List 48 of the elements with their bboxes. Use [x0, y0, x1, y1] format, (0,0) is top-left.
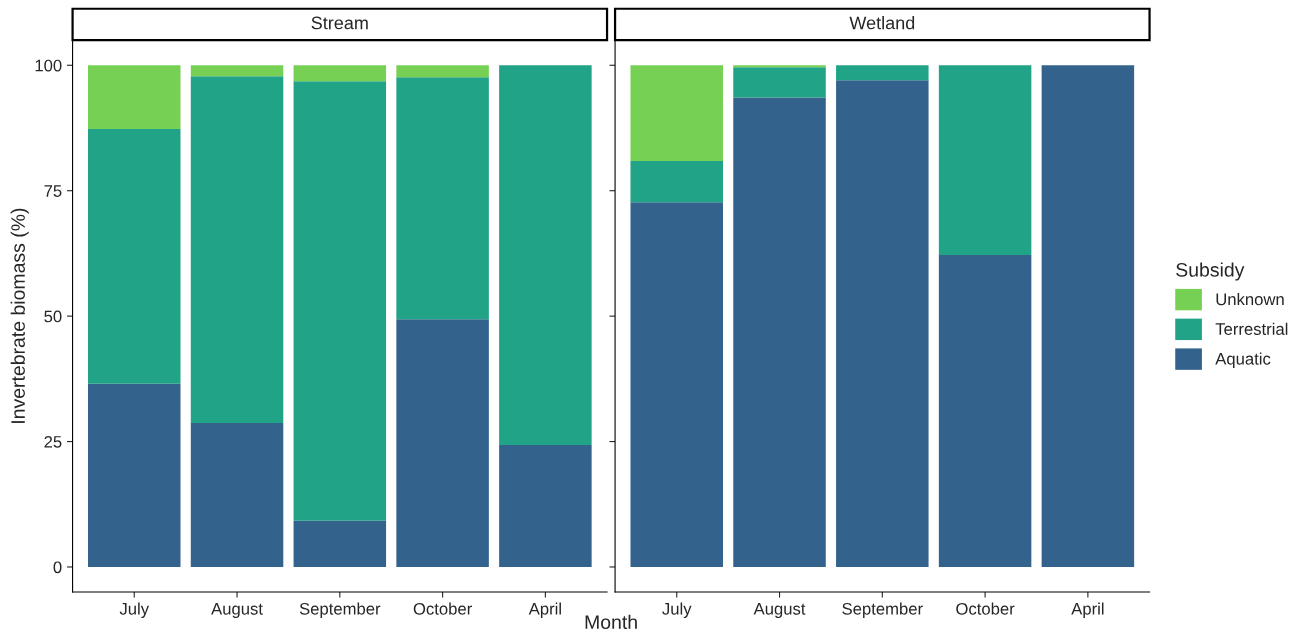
x-tick-label: April	[528, 602, 561, 619]
bar	[630, 65, 723, 162]
bar	[836, 80, 929, 567]
y-tick-label: 50	[44, 310, 62, 323]
bar	[190, 65, 284, 77]
bar	[499, 445, 592, 567]
bar	[87, 128, 181, 384]
y-tick-label: 75	[44, 185, 62, 197]
bar	[733, 97, 826, 567]
legend-label: Terrestrial	[1215, 322, 1288, 335]
y-tick-label: 0	[53, 561, 62, 574]
x-axis-title: Month	[585, 614, 637, 630]
x-tick-label: September	[842, 602, 923, 619]
x-tick-label: October	[413, 602, 472, 615]
bar	[396, 319, 489, 567]
bar	[87, 383, 181, 567]
x-tick-label: September	[299, 602, 381, 619]
x-tick-label: August	[753, 603, 806, 619]
bar	[836, 65, 929, 81]
bar	[630, 161, 723, 203]
y-axis-title: Invertebrate biomass (%)	[10, 208, 29, 423]
bar	[733, 67, 826, 98]
bar	[396, 65, 489, 78]
bar	[293, 520, 387, 567]
bar	[938, 65, 1032, 255]
bar	[293, 65, 387, 82]
bar	[293, 81, 387, 521]
chart-title: Stream	[311, 16, 368, 30]
legend-label: Aquatic	[1215, 352, 1271, 369]
legend-label: Unknown	[1216, 292, 1284, 306]
bar	[499, 65, 592, 446]
bar	[630, 202, 723, 567]
bar	[938, 254, 1032, 567]
legend-title: Subsidy	[1176, 262, 1245, 281]
x-tick-label: July	[662, 602, 692, 619]
x-tick-label: July	[119, 602, 150, 619]
x-tick-label: August	[211, 603, 263, 619]
x-tick-label: October	[956, 602, 1015, 615]
bar	[190, 422, 284, 567]
chart-title: Wetland	[849, 16, 915, 30]
y-tick-label: 25	[44, 435, 62, 448]
bar	[733, 65, 826, 68]
bar	[190, 76, 284, 423]
bar	[87, 65, 181, 129]
y-tick-label: 100	[35, 59, 62, 72]
bar	[396, 77, 489, 320]
bar	[1041, 65, 1135, 567]
x-tick-label: April	[1071, 602, 1104, 619]
